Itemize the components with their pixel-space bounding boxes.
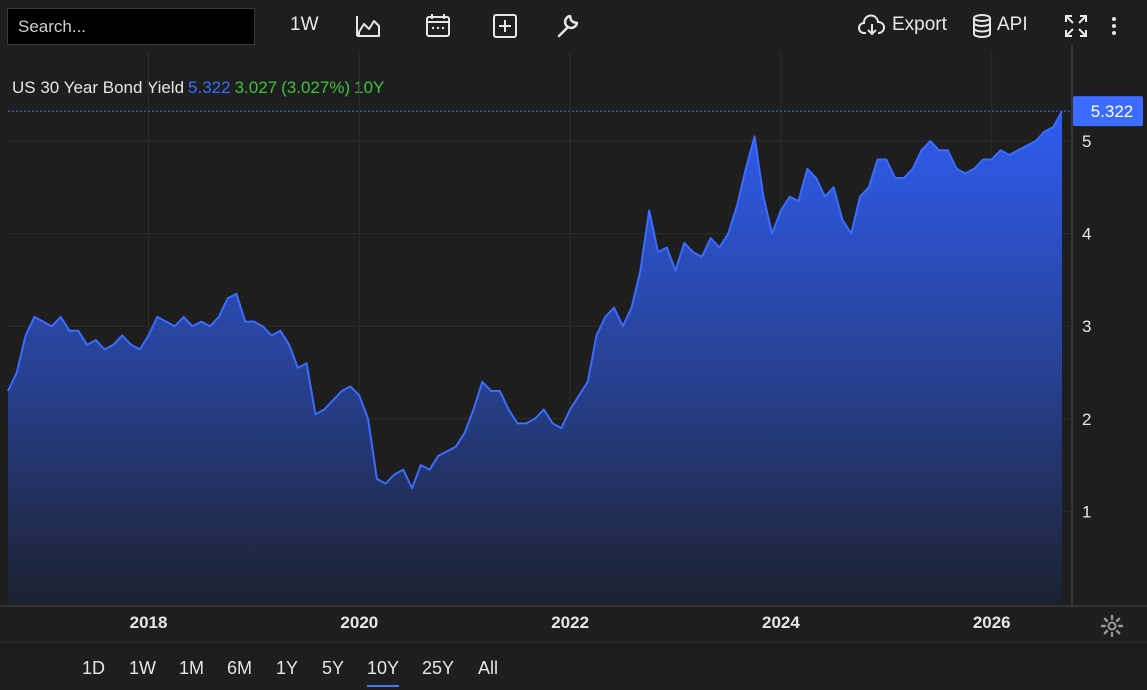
fullscreen-icon[interactable] bbox=[1062, 12, 1090, 40]
chart-type-icon[interactable] bbox=[354, 12, 382, 40]
calendar-icon[interactable] bbox=[424, 12, 452, 40]
search-input[interactable] bbox=[7, 8, 255, 45]
cloud-download-icon[interactable] bbox=[858, 12, 886, 40]
x-tick-label: 2018 bbox=[130, 613, 168, 632]
x-tick-label: 2020 bbox=[340, 613, 378, 632]
range-button-1y[interactable]: 1Y bbox=[276, 658, 299, 678]
more-vertical-icon[interactable] bbox=[1106, 12, 1122, 40]
y-tick-label: 3 bbox=[1082, 317, 1091, 336]
compare-plus-icon[interactable] bbox=[491, 12, 519, 40]
settings-gear-icon[interactable] bbox=[1100, 614, 1124, 638]
api-button[interactable]: API bbox=[997, 14, 1028, 35]
bond-yield-chart[interactable]: 1 2 3 4 5 2018 2020 2022 2024 2026 5.322 bbox=[0, 0, 1147, 646]
y-tick-label: 2 bbox=[1082, 410, 1091, 429]
range-button-1w[interactable]: 1W bbox=[129, 658, 156, 678]
toolbar: 1W Export API bbox=[0, 0, 1147, 52]
export-button[interactable]: Export bbox=[892, 14, 947, 35]
x-tick-label: 2024 bbox=[762, 613, 800, 632]
legend-change: 3.027 bbox=[234, 78, 278, 97]
series-line bbox=[7, 110, 1063, 490]
series-area bbox=[8, 111, 1062, 604]
range-button-1d[interactable]: 1D bbox=[82, 658, 106, 678]
chart-legend: US 30 Year Bond Yield 5.322 3.027 (3.027%) 1… bbox=[12, 78, 388, 98]
legend-period: 10Y bbox=[354, 78, 385, 97]
range-button-10y[interactable]: 10Y bbox=[367, 658, 400, 687]
x-tick-label: 2022 bbox=[551, 613, 589, 632]
legend-value: 5.322 bbox=[188, 78, 231, 97]
range-button-all[interactable]: All bbox=[478, 658, 499, 678]
range-selector: 1D 1W 1M 6M 1Y 5Y 10Y 25Y All bbox=[0, 646, 1147, 690]
y-tick-label: 4 bbox=[1082, 225, 1091, 244]
interval-button[interactable]: 1W bbox=[290, 14, 319, 35]
legend-series-name: US 30 Year Bond Yield bbox=[12, 78, 185, 97]
range-button-5y[interactable]: 5Y bbox=[322, 658, 345, 678]
y-tick-label: 1 bbox=[1082, 502, 1091, 521]
range-button-6m[interactable]: 6M bbox=[227, 658, 253, 678]
last-value-tag-label: 5.322 bbox=[1091, 102, 1134, 121]
database-icon[interactable] bbox=[971, 12, 993, 40]
wrench-icon[interactable] bbox=[553, 12, 581, 40]
y-tick-label: 5 bbox=[1082, 132, 1091, 151]
range-button-1m[interactable]: 1M bbox=[179, 658, 205, 678]
x-tick-label: 2026 bbox=[973, 613, 1011, 632]
last-value-tag bbox=[1073, 96, 1143, 127]
legend-change-pct: (3.027%) bbox=[281, 78, 351, 97]
range-button-25y[interactable]: 25Y bbox=[422, 658, 455, 678]
